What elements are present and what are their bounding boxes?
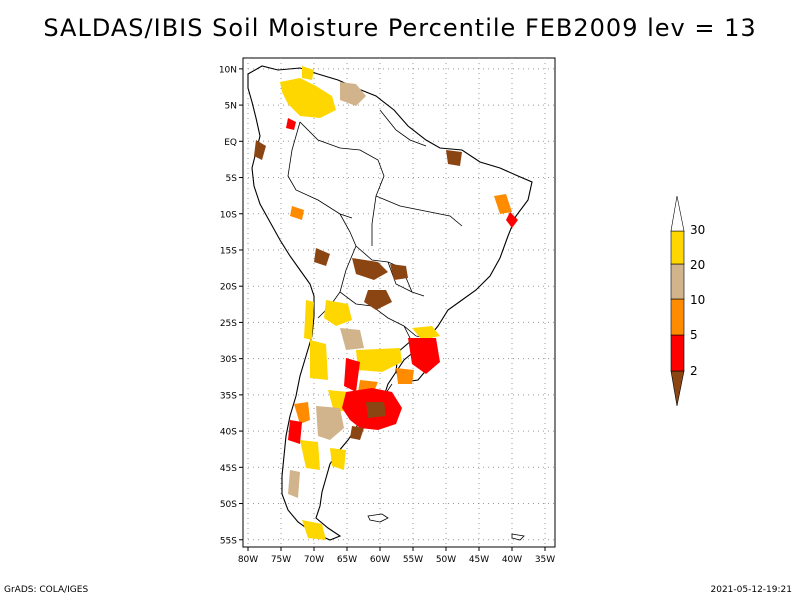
lat-tick-label: 40S: [220, 428, 237, 438]
legend-label-5: 5: [690, 328, 698, 342]
south-georgia: [511, 533, 525, 541]
lat-tick-label: 45S: [220, 464, 237, 474]
footer-credit: GrADS: COLA/IGES: [4, 585, 89, 595]
lon-tick-label: 45W: [469, 555, 489, 565]
lat-tick-label: 10N: [219, 65, 237, 75]
lon-tick-label: 80W: [238, 555, 258, 565]
lon-tick-label: 60W: [370, 555, 390, 565]
longitude-axis: 80W 75W 70W 65W 60W 55W 50W 45W 40W 35W: [238, 547, 555, 565]
legend-swatch-20-30: [670, 230, 685, 265]
lat-tick-label: 25S: [220, 319, 237, 329]
lon-tick-label: 50W: [436, 555, 456, 565]
legend-label-10: 10: [690, 293, 705, 307]
legend-swatch-10-20: [670, 263, 685, 300]
lon-tick-label: 65W: [337, 555, 357, 565]
legend-swatch-5-10: [670, 298, 685, 336]
lon-tick-label: 75W: [271, 555, 291, 565]
lon-tick-label: 70W: [304, 555, 324, 565]
lat-tick-label: 10S: [220, 210, 237, 220]
legend-colorbar: 2 5 10 20 30: [670, 195, 705, 407]
legend-label-30: 30: [690, 223, 705, 237]
lat-tick-label: 5S: [226, 174, 238, 184]
legend-arrow-low: [670, 370, 685, 407]
legend-swatch-2-5: [670, 334, 685, 372]
lon-tick-label: 40W: [502, 555, 522, 565]
legend-arrow-high: [670, 195, 685, 232]
lat-tick-label: 5N: [225, 102, 237, 112]
lat-tick-label: 30S: [220, 355, 237, 365]
lat-tick-label: 20S: [220, 283, 237, 293]
lat-tick-label: 15S: [220, 246, 237, 256]
latitude-axis: 10N 5N EQ 5S 10S 15S 20S 25S 30S 35S 40S 45S 50S 55S: [219, 65, 243, 546]
legend-label-2: 2: [690, 364, 698, 378]
lon-tick-label: 35W: [535, 555, 555, 565]
lat-tick-label: 50S: [220, 500, 237, 510]
lat-tick-label: 55S: [220, 536, 237, 546]
falkland-islands: [367, 513, 389, 523]
percentile-patches: [254, 66, 518, 540]
legend-label-20: 20: [690, 258, 705, 272]
lon-tick-label: 55W: [403, 555, 423, 565]
lat-tick-label: 35S: [220, 391, 237, 401]
map-title: SALDAS/IBIS Soil Moisture Percentile FEB…: [43, 14, 757, 42]
lat-tick-label: EQ: [224, 138, 237, 148]
footer-timestamp: 2021-05-12-19:21: [710, 585, 793, 595]
